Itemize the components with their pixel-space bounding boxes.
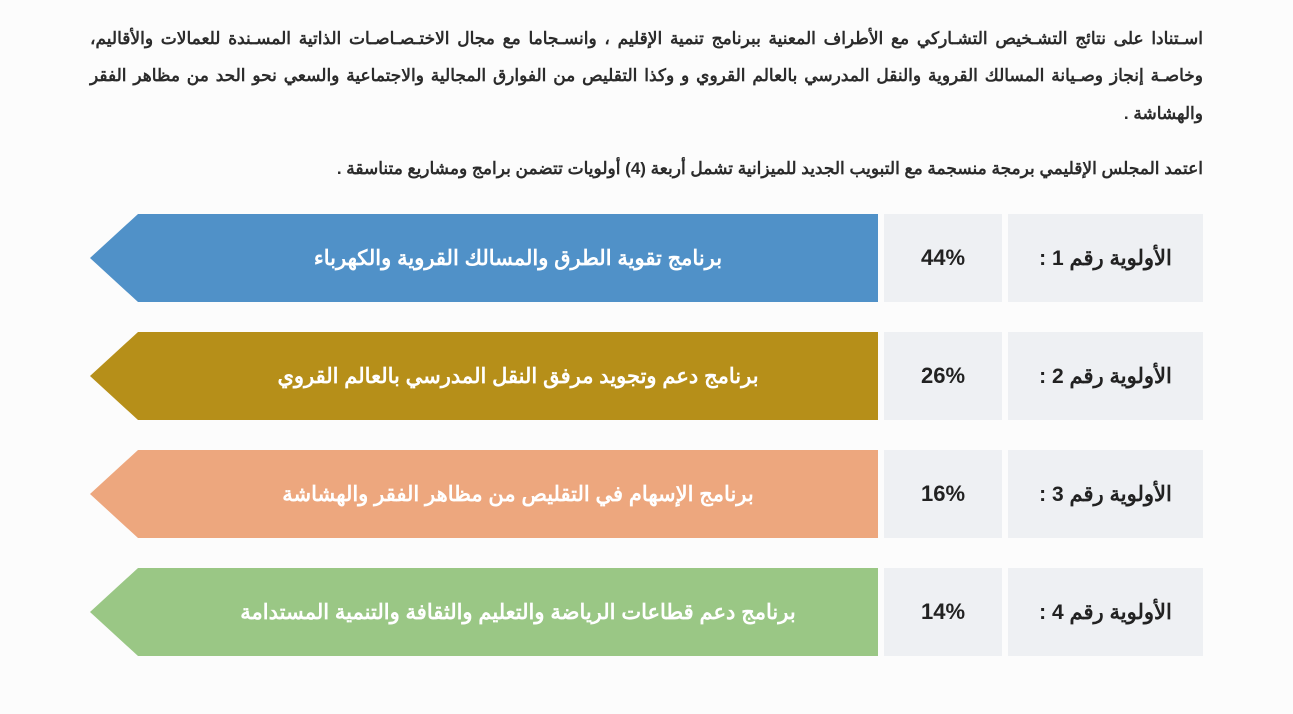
priority-arrow-1: برنامج تقوية الطرق والمسالك القروية والك… [90, 214, 878, 302]
priority-arrow-2: برنامج دعم وتجويد مرفق النقل المدرسي بال… [90, 332, 878, 420]
priority-program-1: برنامج تقوية الطرق والمسالك القروية والك… [138, 214, 878, 302]
intro-paragraph-2: اعتمد المجلس الإقليمي برمجة منسجمة مع ال… [90, 152, 1203, 186]
arrow-head-icon [90, 568, 138, 656]
page-container: اسـتنادا على نتائج التشـخيص التشـاركي مع… [0, 0, 1293, 656]
priority-percent-1: 44% [884, 214, 1002, 302]
priority-label-3: الأولوية رقم 3 : [1008, 450, 1203, 538]
arrow-head-icon [90, 214, 138, 302]
priority-row-3: الأولوية رقم 3 : 16% برنامج الإسهام في ا… [90, 450, 1203, 538]
priority-program-4: برنامج دعم قطاعات الرياضة والتعليم والثق… [138, 568, 878, 656]
priority-percent-2: 26% [884, 332, 1002, 420]
priority-program-3: برنامج الإسهام في التقليص من مظاهر الفقر… [138, 450, 878, 538]
intro-paragraph-1: اسـتنادا على نتائج التشـخيص التشـاركي مع… [90, 20, 1203, 132]
priority-percent-4: 14% [884, 568, 1002, 656]
priority-row-1: الأولوية رقم 1 : 44% برنامج تقوية الطرق … [90, 214, 1203, 302]
arrow-head-icon [90, 332, 138, 420]
priority-label-2: الأولوية رقم 2 : [1008, 332, 1203, 420]
priorities-list: الأولوية رقم 1 : 44% برنامج تقوية الطرق … [90, 214, 1203, 656]
priority-arrow-3: برنامج الإسهام في التقليص من مظاهر الفقر… [90, 450, 878, 538]
arrow-head-icon [90, 450, 138, 538]
priority-program-2: برنامج دعم وتجويد مرفق النقل المدرسي بال… [138, 332, 878, 420]
priority-label-4: الأولوية رقم 4 : [1008, 568, 1203, 656]
priority-row-4: الأولوية رقم 4 : 14% برنامج دعم قطاعات ا… [90, 568, 1203, 656]
priority-arrow-4: برنامج دعم قطاعات الرياضة والتعليم والثق… [90, 568, 878, 656]
priority-label-1: الأولوية رقم 1 : [1008, 214, 1203, 302]
priority-row-2: الأولوية رقم 2 : 26% برنامج دعم وتجويد م… [90, 332, 1203, 420]
priority-percent-3: 16% [884, 450, 1002, 538]
